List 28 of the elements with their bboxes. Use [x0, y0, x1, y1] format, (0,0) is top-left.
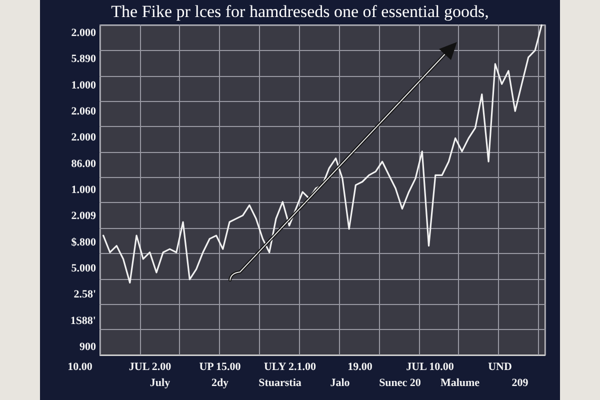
text: 5.890 — [71, 53, 96, 66]
text: Stuarstia — [258, 377, 302, 389]
text: 2.000 — [71, 27, 96, 39]
text: UP 15.00 — [199, 361, 242, 373]
text: 1S88' — [70, 314, 96, 327]
text: Jalo — [330, 377, 350, 389]
text: JUL 10.00 — [406, 361, 454, 373]
text: JUL 2.00 — [128, 361, 172, 373]
text: Malume — [440, 377, 480, 389]
text: 209 — [512, 377, 529, 389]
text: 19.00 — [348, 361, 373, 373]
text: 1.000 — [71, 184, 96, 196]
text: UND — [488, 361, 512, 373]
text: 1.000 — [71, 79, 96, 92]
text: 2.58' — [74, 288, 96, 301]
text: July — [150, 377, 171, 389]
chart-title: The Fike pr lces for hamdreseds one of essential goods, — [111, 2, 489, 21]
text: ULY 2.1.00 — [264, 361, 317, 373]
text: 10.00 — [68, 361, 93, 373]
text: Sunec 20 — [379, 377, 422, 389]
text: 2.000 — [71, 132, 96, 144]
text: $.800 — [71, 236, 96, 248]
text: 2dy — [211, 377, 230, 389]
text: 2.060 — [71, 106, 96, 118]
text: 86.00 — [71, 158, 96, 170]
text: 900 — [80, 341, 96, 353]
text: 2.009 — [71, 210, 96, 222]
text: 5.000 — [71, 262, 96, 274]
